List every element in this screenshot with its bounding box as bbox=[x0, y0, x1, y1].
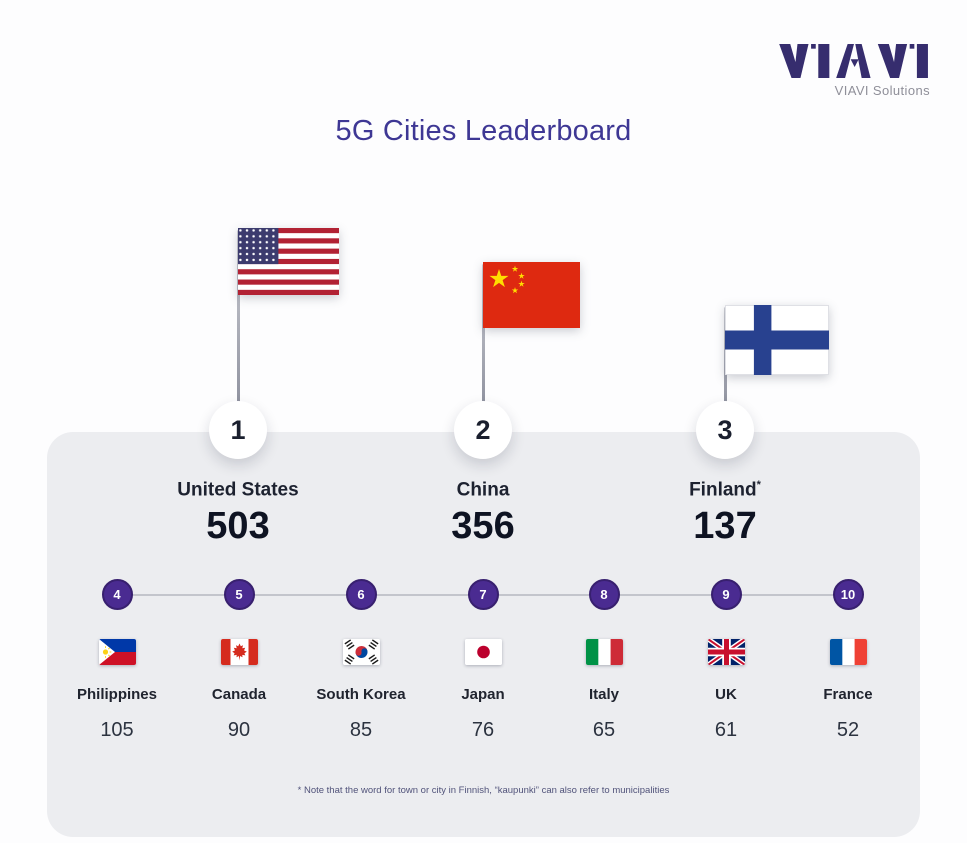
country-label: United States bbox=[177, 479, 299, 501]
country-label: UK bbox=[715, 686, 737, 703]
page-title: 5G Cities Leaderboard bbox=[335, 115, 632, 148]
footnote: * Note that the word for town or city in… bbox=[297, 785, 670, 796]
philippines-flag-icon bbox=[98, 639, 136, 665]
rank-number: 3 bbox=[717, 414, 733, 445]
france-flag-icon bbox=[829, 639, 867, 665]
brand-subtitle: VIAVI Solutions bbox=[834, 83, 930, 98]
city-count: 137 bbox=[693, 505, 757, 547]
finland-flag-icon bbox=[725, 305, 829, 375]
country-label: Italy bbox=[588, 686, 619, 703]
country-label: China bbox=[456, 479, 510, 501]
uk-flag-icon bbox=[707, 639, 745, 665]
south-korea-flag-icon bbox=[342, 639, 380, 665]
city-count: 65 bbox=[592, 719, 616, 741]
city-count: 90 bbox=[227, 719, 251, 741]
rank-badge: 8 bbox=[588, 579, 620, 610]
country-label: France bbox=[823, 686, 873, 703]
flagpole bbox=[481, 264, 485, 403]
country-label: Canada bbox=[211, 686, 267, 703]
rank-badge: 7 bbox=[467, 579, 499, 610]
rank-badge: 4 bbox=[101, 579, 133, 610]
city-count: 52 bbox=[836, 719, 860, 741]
leaderboard-panel bbox=[47, 432, 920, 837]
city-count: 85 bbox=[349, 719, 373, 741]
country-label: Philippines bbox=[76, 686, 157, 703]
rank-badge: 3 bbox=[696, 401, 754, 459]
rank-badge: 10 bbox=[832, 579, 864, 610]
viavi-logo: VIAVI Solutions bbox=[778, 44, 930, 98]
city-count: 356 bbox=[451, 505, 515, 547]
rank-badge: 1 bbox=[209, 401, 267, 459]
city-count: 61 bbox=[714, 719, 738, 741]
viavi-logo-icon bbox=[779, 44, 928, 78]
city-count: 76 bbox=[471, 719, 495, 741]
canada-flag-icon bbox=[220, 639, 258, 665]
rank-number: 2 bbox=[475, 414, 491, 445]
flagpole bbox=[236, 230, 240, 403]
rank-number: 1 bbox=[230, 414, 246, 445]
country-label: South Korea bbox=[316, 686, 406, 703]
china-flag-icon bbox=[483, 262, 580, 328]
united-states-flag-icon bbox=[238, 228, 339, 295]
city-count: 503 bbox=[206, 505, 270, 547]
italy-flag-icon bbox=[585, 639, 623, 665]
country-label: Japan bbox=[461, 686, 505, 703]
rank-badge: 5 bbox=[223, 579, 255, 610]
rank-badge: 6 bbox=[345, 579, 377, 610]
rank-badge: 2 bbox=[454, 401, 512, 459]
country-label: Finland* bbox=[689, 479, 761, 501]
city-count: 105 bbox=[100, 719, 134, 741]
japan-flag-icon bbox=[464, 639, 502, 665]
footnote-marker: * bbox=[756, 479, 761, 491]
rank-badge: 9 bbox=[710, 579, 742, 610]
